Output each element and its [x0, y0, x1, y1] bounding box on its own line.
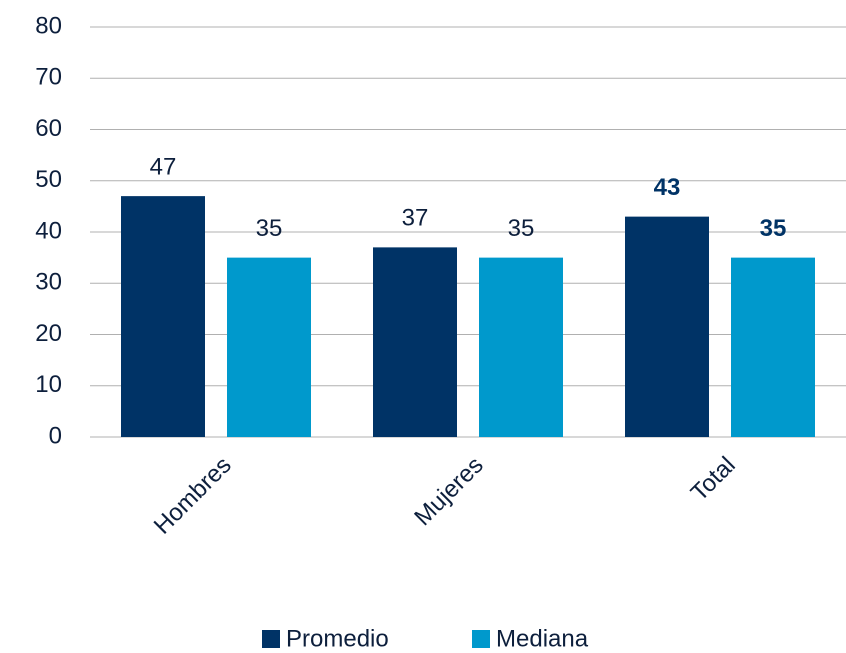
- y-tick-label: 10: [35, 371, 62, 398]
- x-tick-label: Mujeres: [409, 452, 488, 531]
- x-tick-label: Total: [686, 452, 741, 507]
- y-tick-label: 30: [35, 269, 62, 296]
- data-label: 37: [402, 205, 429, 232]
- legend-swatch: [472, 630, 490, 648]
- y-tick-label: 50: [35, 166, 62, 193]
- legend-label: Mediana: [496, 625, 589, 652]
- y-tick-label: 0: [49, 422, 62, 449]
- bar: [479, 257, 563, 437]
- data-label: 35: [760, 215, 787, 242]
- legend-swatch: [262, 630, 280, 648]
- data-label: 35: [508, 215, 535, 242]
- legend-label: Promedio: [286, 625, 389, 652]
- bar: [625, 216, 709, 437]
- y-tick-label: 40: [35, 217, 62, 244]
- y-tick-label: 80: [35, 12, 62, 39]
- bar: [731, 257, 815, 437]
- data-label: 35: [256, 215, 283, 242]
- y-tick-label: 60: [35, 115, 62, 142]
- bar: [373, 247, 457, 437]
- data-label: 47: [150, 153, 177, 180]
- x-tick-label: Hombres: [149, 452, 237, 540]
- bar: [227, 257, 311, 437]
- y-tick-label: 70: [35, 64, 62, 91]
- data-label: 43: [654, 174, 681, 201]
- bar: [121, 196, 205, 437]
- y-tick-label: 20: [35, 320, 62, 347]
